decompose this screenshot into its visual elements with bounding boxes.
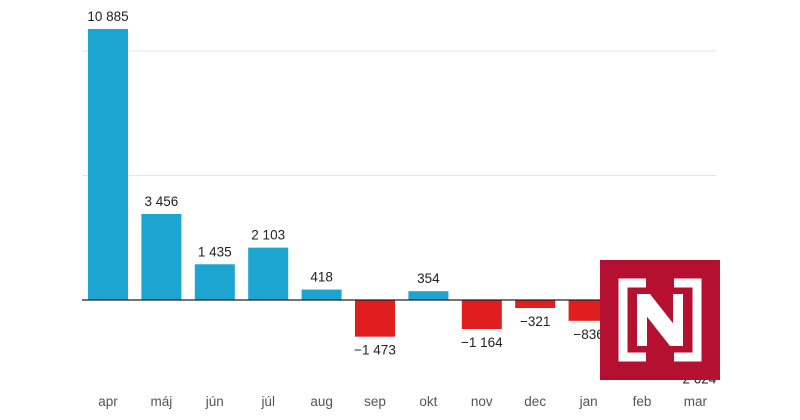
- x-tick-label-nov: nov: [471, 394, 493, 409]
- bar-value-labels: 10 885 3 456 1 435 2 103 418 −1 473 354 −1 164 −…: [87, 9, 716, 386]
- x-tick-label-feb: feb: [633, 394, 652, 409]
- x-tick-label-mar: mar: [684, 394, 708, 409]
- bar-jún: [194, 264, 235, 300]
- bar-máj: [141, 213, 182, 300]
- x-tick-label-júl: júl: [260, 394, 275, 409]
- gridlines: [82, 50, 716, 176]
- bar-aug: [301, 289, 342, 300]
- bar-value-label-sep: −1 473: [354, 343, 396, 358]
- n-logo-icon: [600, 260, 720, 380]
- bar-okt: [408, 291, 449, 300]
- bar-value-label-jan: −836: [573, 327, 603, 342]
- x-tick-label-máj: máj: [151, 394, 173, 409]
- x-tick-label-apr: apr: [98, 394, 118, 409]
- bar-value-label-máj: 3 456: [145, 194, 179, 209]
- x-tick-label-sep: sep: [364, 394, 386, 409]
- bar-value-label-júl: 2 103: [251, 228, 285, 243]
- n-logo: [600, 260, 720, 380]
- bar-value-label-jún: 1 435: [198, 244, 232, 259]
- x-tick-label-okt: okt: [419, 394, 437, 409]
- bar-apr: [88, 28, 128, 300]
- bar-value-label-okt: 354: [417, 271, 440, 286]
- x-axis-tick-labels: apr máj jún júl aug sep okt nov dec jan feb mar: [98, 394, 707, 409]
- x-tick-label-dec: dec: [524, 394, 546, 409]
- bar-value-label-apr: 10 885: [87, 9, 128, 24]
- bar-sep: [355, 300, 395, 337]
- bar-value-label-aug: 418: [310, 270, 333, 285]
- x-tick-label-jan: jan: [579, 394, 598, 409]
- x-tick-label-aug: aug: [310, 394, 333, 409]
- bar-jan: [568, 300, 609, 321]
- bar-dec: [515, 300, 556, 308]
- bar-júl: [248, 247, 289, 300]
- bar-value-label-dec: −321: [520, 314, 550, 329]
- x-tick-label-jún: jún: [205, 394, 224, 409]
- bar-value-label-nov: −1 164: [461, 335, 503, 350]
- bar-nov: [461, 300, 502, 329]
